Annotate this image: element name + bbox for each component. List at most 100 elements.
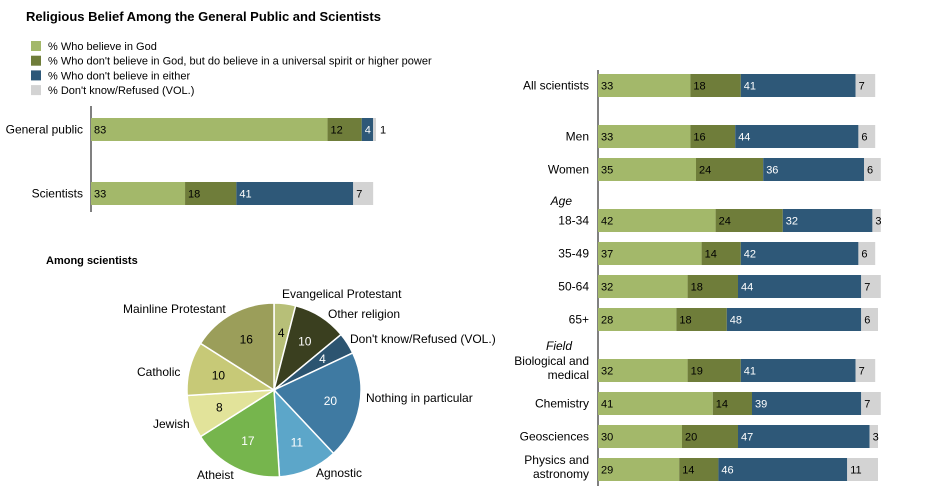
bar-segment (738, 425, 870, 448)
bar-segment (598, 425, 682, 448)
bar-segment (740, 242, 859, 265)
legend-label: % Who don't believe in either (48, 70, 190, 82)
bar-value-label: 48 (730, 315, 742, 327)
pie-slice (199, 388, 281, 478)
bar-value-label: 12 (331, 125, 343, 137)
bar-segment (861, 392, 881, 415)
bar-segment (718, 458, 848, 481)
bar-segment (855, 359, 876, 382)
bar-value-label: 83 (94, 125, 106, 137)
bar-segment (361, 118, 374, 141)
pie-value-label: 20 (324, 394, 338, 408)
legend-swatch (31, 55, 41, 66)
row-label: All scientists (523, 79, 589, 93)
bar-segment (847, 458, 878, 481)
bar-segment (598, 308, 677, 331)
bar-value-label: 14 (705, 249, 717, 261)
bar-value-label: 44 (741, 282, 753, 294)
bar-segment (752, 392, 862, 415)
bar-segment (598, 158, 696, 181)
row-label: 50-64 (558, 280, 589, 294)
row-label: Chemistry (535, 397, 589, 411)
bar-segment (735, 125, 859, 148)
group-label: Age (550, 194, 573, 208)
pie-value-label: 4 (278, 326, 285, 340)
pie-slice-label: Other religion (328, 307, 400, 321)
legend-label: % Who don't believe in God, but do belie… (48, 56, 432, 68)
bar-segment (861, 275, 881, 298)
bar-value-label: 41 (744, 81, 756, 93)
pie-value-label: 17 (241, 434, 255, 448)
row-label: 65+ (569, 313, 589, 327)
chart-title: Religious Belief Among the General Publi… (26, 9, 381, 24)
row-label: Physics and (524, 453, 589, 467)
category-label: General public (6, 123, 83, 137)
bar-value-label: 20 (685, 432, 697, 444)
row-label: Women (548, 163, 589, 177)
bar-segment (740, 359, 856, 382)
bar-value-label: 19 (691, 366, 703, 378)
bar-value-label: 46 (721, 465, 733, 477)
bar-segment (690, 74, 741, 97)
bar-value-label: 18 (679, 315, 691, 327)
bar-value-label: 4 (365, 125, 371, 137)
bar-value-label: 37 (601, 249, 613, 261)
bar-segment (598, 275, 688, 298)
bar-value-label: 30 (601, 432, 613, 444)
bar-value-label: 42 (744, 249, 756, 261)
pie-slice-label: Don't know/Refused (VOL.) (350, 332, 496, 346)
pie-value-label: 11 (291, 436, 304, 450)
legend-swatch (31, 41, 41, 51)
bar-segment (701, 242, 741, 265)
pie-value-label: 10 (298, 335, 312, 349)
bar-value-label: 44 (738, 132, 750, 144)
bar-segment (598, 458, 680, 481)
bar-segment (185, 182, 237, 205)
legend: % Who believe in God % Who don't believe … (31, 41, 432, 97)
bar-value-label: 18 (188, 189, 200, 201)
public-vs-scientists-bars: General public 83 12 4 1 Scientists 33 18 41 7 (6, 106, 386, 212)
bar-value-label: 41 (744, 366, 756, 378)
bar-value-label: 11 (850, 465, 861, 477)
scientists-pie-chart: 4 Evangelical Protestant 10 Other religion 4… (123, 287, 496, 482)
bar-value-label: 33 (601, 132, 613, 144)
legend-label: % Who believe in God (48, 41, 157, 53)
bar-segment (598, 125, 691, 148)
bar-value-label: 32 (786, 216, 798, 228)
pie-slice-label: Nothing in particular (366, 391, 473, 405)
bar-value-label: 29 (601, 465, 613, 477)
bar-value-label: 7 (859, 81, 865, 93)
bar-segment (696, 158, 764, 181)
bar-value-label: 7 (356, 189, 362, 201)
bar-segment (598, 359, 688, 382)
group-label: Field (546, 339, 572, 353)
bar-segment (864, 158, 881, 181)
legend-swatch (31, 70, 41, 81)
bar-value-label: 16 (693, 132, 705, 144)
legend-label: % Don't know/Refused (VOL.) (48, 85, 194, 97)
pie-slice-label: Evangelical Protestant (282, 287, 402, 301)
bar-segment (690, 125, 736, 148)
pie-value-label: 8 (216, 401, 223, 415)
bar-segment (712, 392, 752, 415)
pie-title: Among scientists (46, 255, 138, 267)
row-label: 35-49 (558, 247, 589, 261)
bar-segment (598, 242, 702, 265)
bar-value-label: 42 (601, 216, 613, 228)
bar-value-label: 6 (864, 315, 870, 327)
bar-value-label: 32 (601, 282, 613, 294)
bar-segment (679, 458, 719, 481)
row-label: Biological and (514, 354, 589, 368)
bar-value-label: 47 (741, 432, 753, 444)
bar-segment (353, 182, 374, 205)
bar-segment (715, 209, 783, 232)
row-label: astronomy (533, 467, 589, 481)
bar-segment (373, 118, 376, 141)
row-label: medical (548, 368, 589, 382)
bar-value-label: 28 (601, 315, 613, 327)
bar-segment (682, 425, 738, 448)
bar-value-label: 6 (867, 165, 873, 177)
bar-segment (861, 308, 878, 331)
